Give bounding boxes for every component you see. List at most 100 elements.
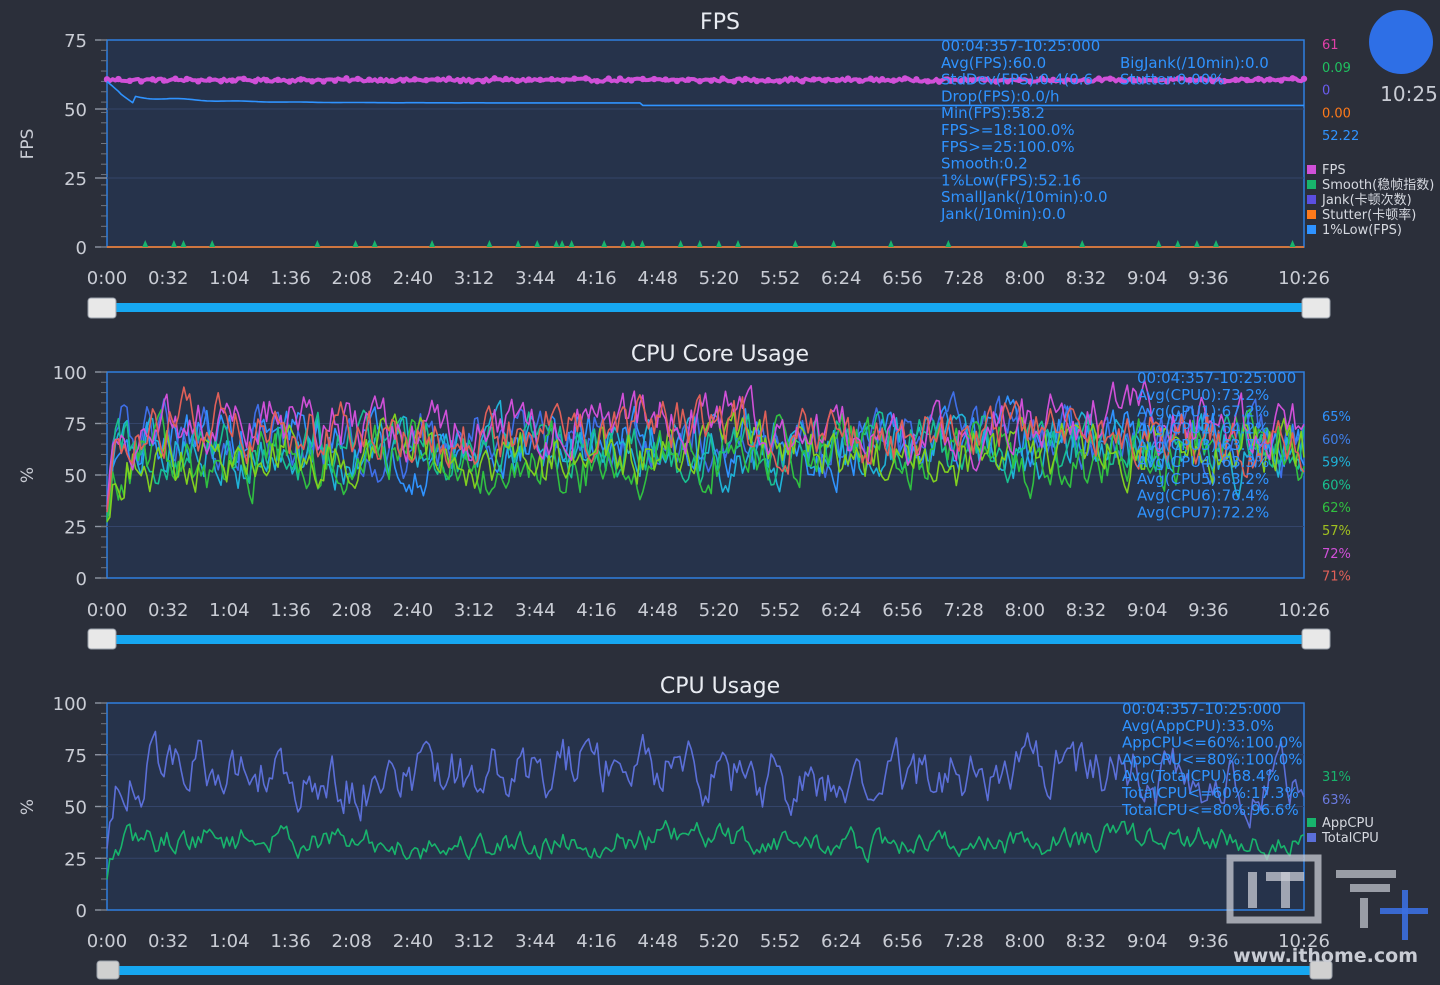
stat-line: Avg(CPU1):67.2%: [1137, 403, 1269, 421]
y-tick-label: 50: [64, 798, 87, 819]
x-tick-label: 9:36: [1188, 931, 1228, 952]
cpu-range-handle-right[interactable]: [1309, 960, 1333, 980]
y-tick-label: 0: [76, 569, 87, 590]
fps-point: [423, 76, 430, 84]
stat-line: Avg(CPU4):63.3%: [1137, 453, 1269, 471]
fps-ylabel: FPS: [18, 129, 38, 160]
cpu-core-y-ticks: 0 25 50 75 100: [53, 363, 107, 590]
cpu-x-ticks: 0:00 0:32 1:04 1:36 2:08 2:40 3:12 3:44 4:16 4:48…: [87, 931, 1330, 952]
jank-marker: [568, 240, 575, 247]
fps-point: [320, 78, 327, 85]
x-tick-label: 8:00: [1005, 931, 1045, 952]
cpu-core-range-handle-left[interactable]: [87, 628, 117, 650]
jank-marker: [1213, 240, 1220, 247]
legend-label: Stutter(卡顿率): [1322, 207, 1416, 223]
current-value: 0.00: [1322, 106, 1351, 121]
fps-point: [1095, 75, 1103, 82]
jank-marker: [735, 240, 742, 247]
record-button[interactable]: [1369, 10, 1433, 74]
current-value: 61: [1322, 38, 1339, 53]
y-tick-label: 0: [76, 901, 87, 922]
fps-point: [286, 78, 293, 85]
x-tick-label: 3:12: [454, 600, 494, 621]
x-tick-label: 5:52: [760, 931, 800, 952]
fps-point: [525, 76, 532, 83]
jank-marker: [629, 240, 636, 247]
stat-line: Smooth:0.2: [941, 155, 1028, 173]
fps-point: [1198, 76, 1205, 83]
current-value: 71%: [1322, 570, 1351, 585]
fps-point: [468, 78, 475, 85]
fps-point: [913, 76, 920, 83]
fps-point: [343, 75, 350, 82]
fps-range-track[interactable]: [103, 303, 1315, 312]
fps-point: [616, 75, 624, 82]
fps-point: [1243, 76, 1251, 84]
y-tick-label: 75: [64, 31, 87, 52]
cpu-core-series: [106, 379, 1305, 523]
x-tick-label: 4:48: [637, 931, 677, 952]
legend-label: TotalCPU: [1321, 831, 1379, 846]
x-tick-label: 10:26: [1278, 600, 1330, 621]
x-tick-label: 8:32: [1066, 600, 1106, 621]
jank-marker: [620, 240, 627, 247]
fps-range-handle-left[interactable]: [87, 297, 117, 319]
fps-point: [377, 76, 384, 84]
stat-line: TotalCPU<=80%:96.6%: [1121, 801, 1299, 819]
x-tick-label: 1:36: [270, 931, 310, 952]
x-tick-label: 9:04: [1127, 268, 1167, 289]
x-tick-label: 10:26: [1278, 931, 1330, 952]
x-tick-label: 5:20: [699, 931, 739, 952]
x-tick-label: 5:52: [760, 268, 800, 289]
fps-point: [240, 75, 247, 83]
fps-point: [594, 77, 601, 85]
fps-point: [1141, 77, 1148, 84]
fps-point: [559, 77, 567, 84]
jank-marker: [515, 240, 522, 247]
fps-point: [400, 77, 407, 84]
fps-point: [765, 77, 772, 84]
fps-point: [605, 75, 612, 82]
ithome-logo: [1226, 854, 1428, 940]
fps-point: [719, 75, 726, 82]
fps-point: [160, 77, 168, 84]
series-line-appcpu: [106, 819, 1305, 880]
stat-line-right: BigJank(/10min):0.0: [1120, 54, 1269, 72]
fps-point: [480, 77, 487, 85]
fps-x-ticks: 0:00 0:32 1:04 1:36 2:08 2:40 3:12 3:44 4:16 4:48…: [87, 268, 1330, 289]
fps-point: [981, 76, 988, 83]
x-tick-label: 6:24: [821, 268, 861, 289]
y-tick-label: 75: [64, 746, 87, 767]
fps-point: [1221, 77, 1228, 85]
x-tick-label: 2:40: [393, 268, 433, 289]
x-tick-label: 2:08: [332, 600, 372, 621]
fps-point: [1278, 77, 1285, 84]
x-tick-label: 4:16: [576, 600, 616, 621]
series-line-cpu6: [106, 379, 1305, 510]
legend-label: Smooth(稳帧指数): [1322, 177, 1434, 193]
fps-point: [149, 76, 156, 83]
current-value: 72%: [1322, 547, 1351, 562]
fps-point: [309, 78, 316, 85]
cpu-core-range-track[interactable]: [103, 635, 1315, 644]
x-tick-label: 6:56: [882, 931, 922, 952]
cpu-core-range-handle-right[interactable]: [1301, 628, 1331, 650]
fps-range-handle-right[interactable]: [1301, 297, 1331, 319]
fps-point: [799, 78, 806, 85]
cpu-range-track[interactable]: [110, 966, 1320, 975]
fps-point: [1038, 75, 1046, 82]
jank-marker: [209, 240, 216, 247]
stat-line: StdDev(FPS):0.4(0.6: [941, 71, 1093, 89]
current-value: 62%: [1322, 501, 1351, 516]
fps-point: [639, 75, 646, 83]
fps-point: [126, 77, 133, 85]
cpu-range-handle-left[interactable]: [96, 960, 120, 980]
x-tick-label: 5:20: [699, 600, 739, 621]
fps-point: [1266, 76, 1274, 83]
series-line-totalcpu: [106, 730, 1305, 849]
jank-marker: [715, 240, 722, 247]
series-line-cpu4: [106, 408, 1305, 523]
fps-point: [1107, 75, 1114, 82]
fps-point: [970, 77, 977, 84]
cpu-series: [106, 730, 1305, 880]
